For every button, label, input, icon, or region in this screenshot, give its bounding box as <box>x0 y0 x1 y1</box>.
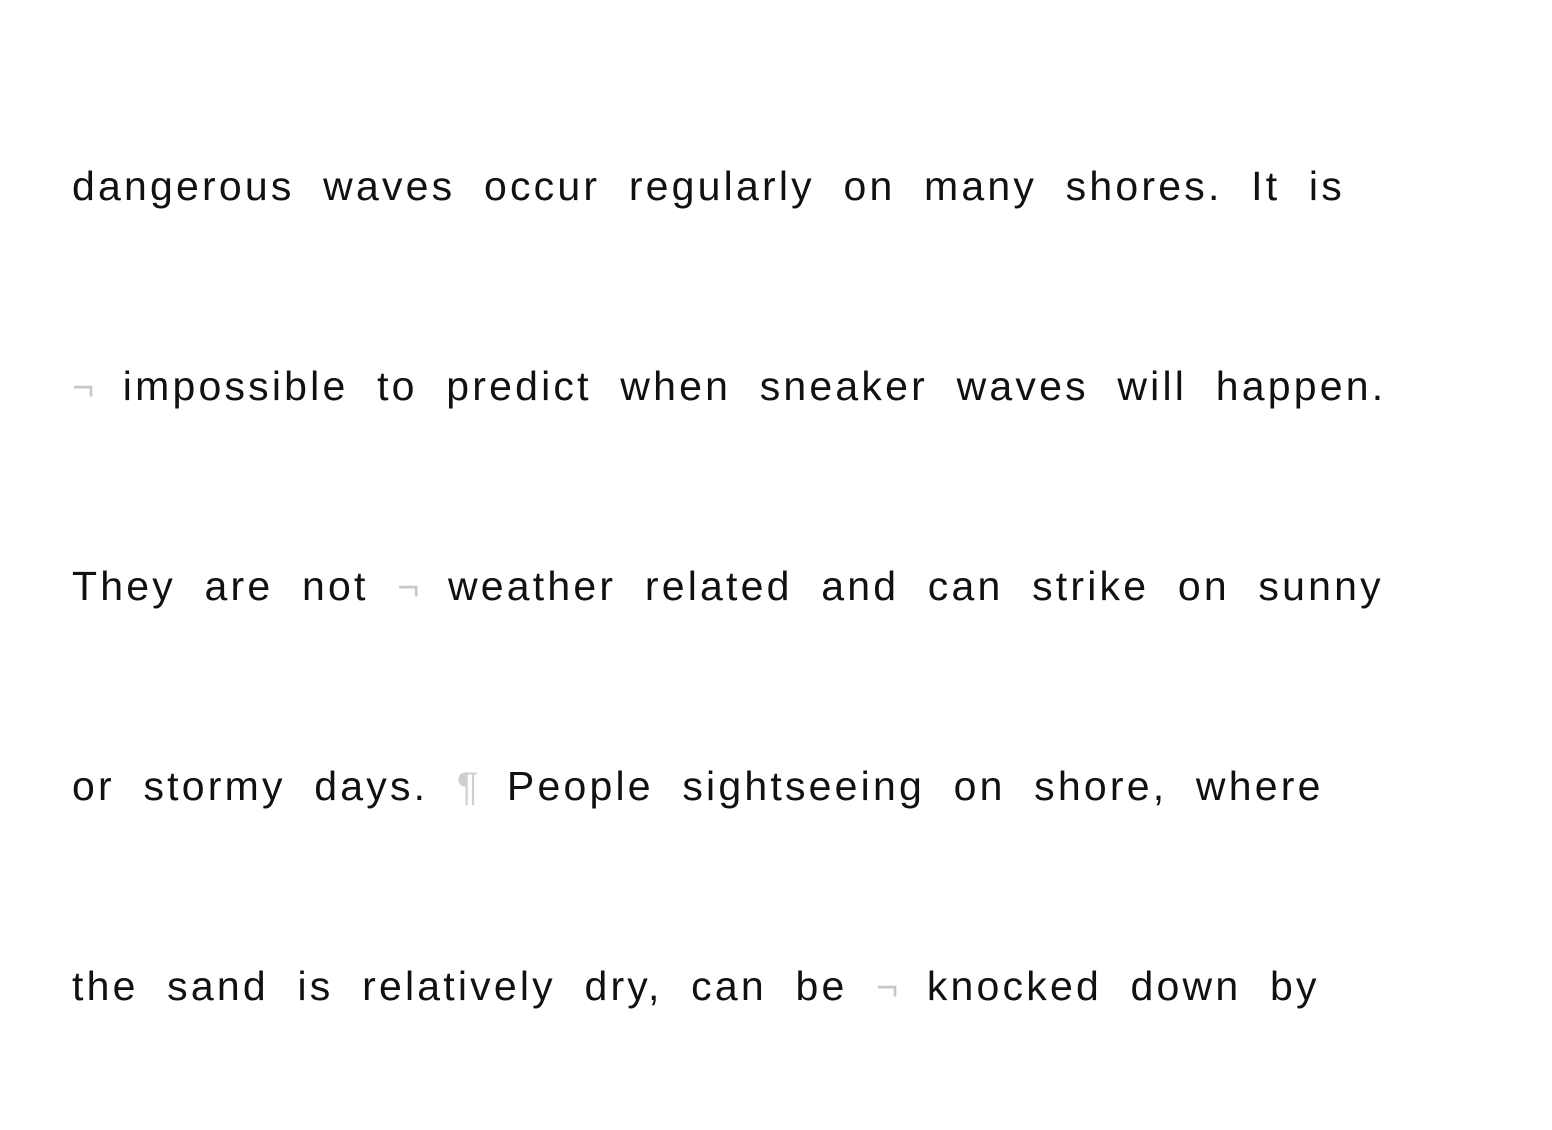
text-line-1: dangerous waves occur regularly on many … <box>72 156 1345 216</box>
line-text: dangerous waves occur regularly on many … <box>72 163 1345 209</box>
text-line-5: the sand is relatively dry, can be ¬ kno… <box>72 956 1320 1016</box>
text-line-2: ¬ impossible to predict when sneaker wav… <box>72 356 1386 416</box>
pilcrow-icon: ¶ <box>456 765 479 809</box>
line-text: impossible to predict when sneaker waves… <box>94 363 1387 409</box>
line-text: or stormy days. <box>72 763 457 809</box>
line-text: the sand is relatively dry, can be <box>72 963 877 1009</box>
line-text: They are not <box>72 563 398 609</box>
text-line-3: They are not ¬ weather related and can s… <box>72 556 1384 616</box>
line-text: weather related and can strike on sunny <box>419 563 1384 609</box>
line-break-mark-icon: ¬ <box>397 567 420 609</box>
line-break-mark-icon: ¬ <box>72 367 95 409</box>
text-line-4: or stormy days. ¶ People sightseeing on … <box>72 756 1324 816</box>
line-text: People sightseeing on shore, where <box>478 763 1324 809</box>
line-text: knocked down by <box>898 963 1320 1009</box>
line-break-mark-icon: ¬ <box>876 967 899 1009</box>
